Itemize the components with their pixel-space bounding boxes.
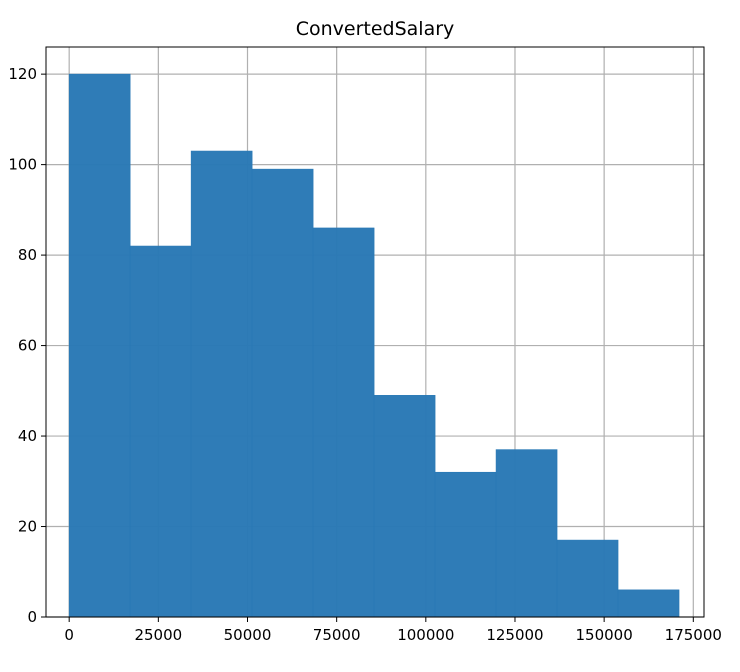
x-tick-label: 25000 [134,626,182,644]
y-tick-label: 80 [18,246,37,264]
plot-frame [45,46,705,618]
histogram-bar [190,150,253,618]
histogram-bar [495,449,558,618]
y-tick-label: 0 [27,608,37,626]
y-tick-label: 100 [8,156,37,174]
histogram-bar [68,73,131,618]
histogram-bar [312,227,375,618]
x-tick-label: 100000 [397,626,454,644]
histogram-bar [556,539,619,618]
histogram-bar [373,395,436,618]
y-tick-label: 40 [18,427,37,445]
x-tick-label: 0 [64,626,74,644]
x-tick-label: 125000 [486,626,543,644]
chart-title: ConvertedSalary [296,18,455,40]
histogram-bar [129,245,192,618]
histogram-bar [251,168,314,618]
y-tick-label: 20 [18,518,37,536]
x-tick-label: 50000 [224,626,272,644]
x-tick-label: 175000 [665,626,722,644]
histogram-bar [434,471,497,618]
bars [68,73,680,618]
y-tick-label: 120 [8,65,37,83]
x-tick-label: 150000 [576,626,633,644]
y-tick-label: 60 [18,337,37,355]
axis-ticks: 0 25000 50000 75000 100000 125000 150000 175000… [8,65,722,644]
x-tick-label: 75000 [313,626,361,644]
histogram-bar [617,589,680,618]
